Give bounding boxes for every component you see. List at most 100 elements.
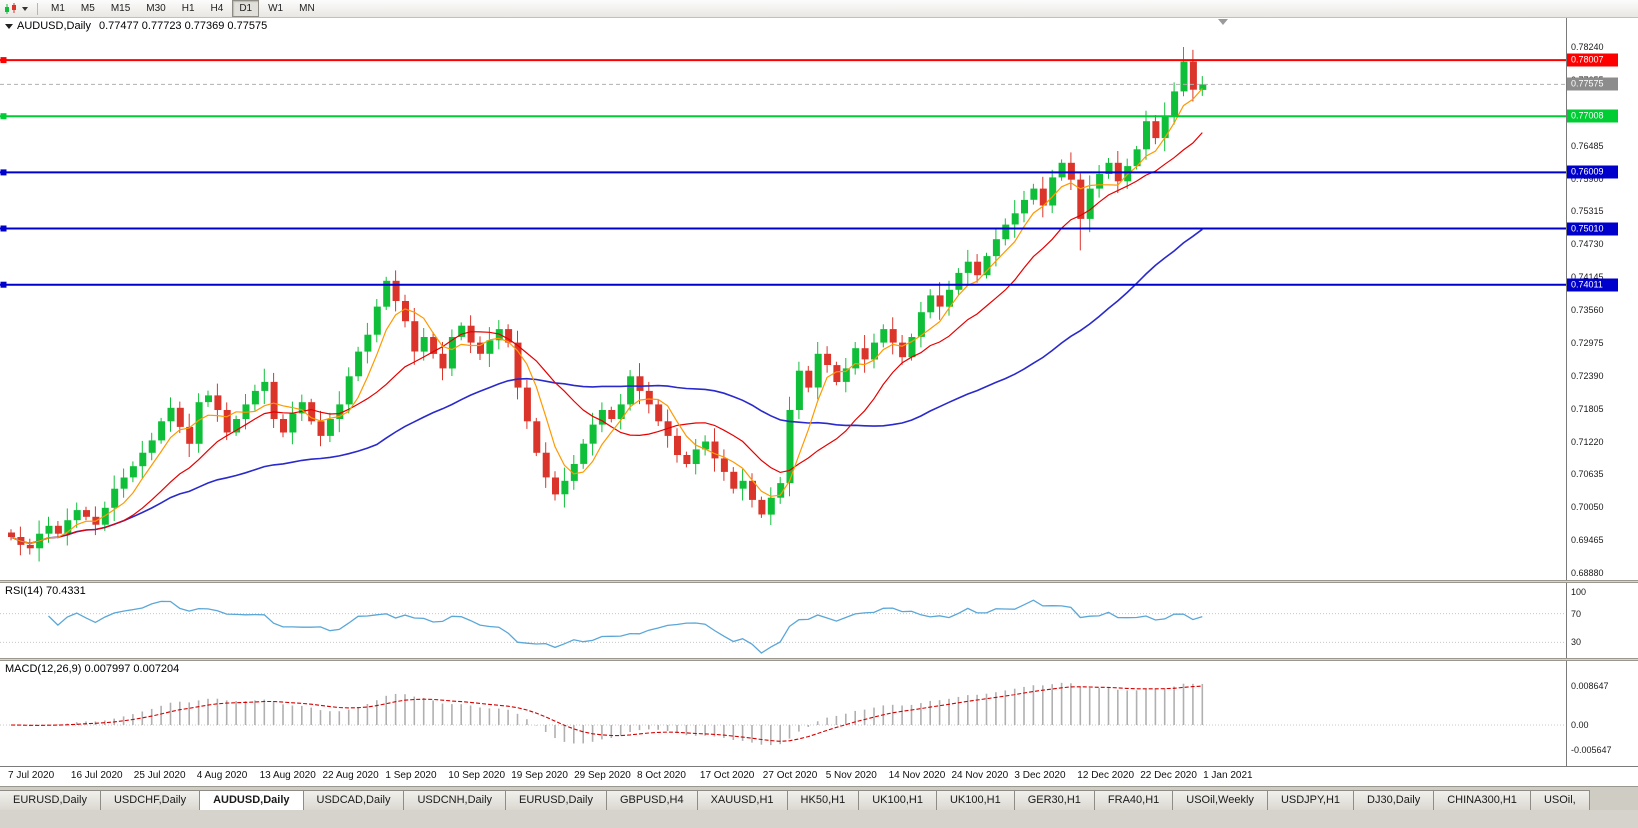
rsi-tick: 70 bbox=[1571, 608, 1582, 619]
chart-title: AUDUSD,Daily 0.77477 0.77723 0.77369 0.7… bbox=[5, 20, 267, 32]
date-label: 7 Jul 2020 bbox=[8, 770, 55, 781]
timeframe-button-M30[interactable]: M30 bbox=[146, 3, 166, 14]
date-label: 1 Sep 2020 bbox=[385, 770, 437, 781]
macd-tick: -0.005647 bbox=[1571, 745, 1612, 756]
chart-tab-usoil-weekly[interactable]: USOil,Weekly bbox=[1172, 790, 1268, 810]
timeframe-buttons: M1 M5 M15 M30 H1 H4 D1 W1 MN bbox=[43, 0, 323, 17]
macd-tick: 0.00 bbox=[1571, 720, 1589, 730]
timeframe-button-D1[interactable]: D1 bbox=[232, 0, 260, 17]
chart-tab-uk100-h1[interactable]: UK100,H1 bbox=[858, 790, 937, 810]
timeframe-button-M5[interactable]: M5 bbox=[80, 3, 95, 14]
chart-tab-ger30-h1[interactable]: GER30,H1 bbox=[1013, 790, 1095, 810]
macd-label: MACD(12,26,9) 0.007997 0.007204 bbox=[5, 663, 180, 675]
timeframe-button-MN[interactable]: MN bbox=[299, 3, 315, 14]
price-tick: 0.72390 bbox=[1571, 370, 1604, 381]
date-label: 29 Sep 2020 bbox=[574, 770, 631, 781]
price-line-badge: 0.77008 bbox=[1567, 109, 1618, 123]
date-label: 22 Aug 2020 bbox=[322, 770, 379, 781]
macd-panel[interactable]: 0.008647 0.00 -0.005647 MACD(12,26,9) 0.00… bbox=[0, 661, 1638, 766]
chart-tab-usdjpy-h1[interactable]: USDJPY,H1 bbox=[1266, 790, 1355, 810]
price-axis[interactable]: 0.782400.776550.770700.764850.759000.753… bbox=[1566, 17, 1638, 580]
price-tick: 0.76485 bbox=[1571, 140, 1604, 151]
timeframe-toolbar: M1 M5 M15 M30 H1 H4 D1 W1 MN bbox=[0, 0, 1638, 18]
main-chart-panel[interactable]: 0.782400.776550.770700.764850.759000.753… bbox=[0, 17, 1638, 580]
candlestick-chart[interactable] bbox=[0, 17, 1566, 585]
timeframe-button-H1[interactable]: H1 bbox=[181, 3, 195, 14]
price-tick: 0.72975 bbox=[1571, 337, 1604, 348]
chart-shift-marker[interactable] bbox=[1218, 19, 1228, 25]
date-label: 17 Oct 2020 bbox=[699, 770, 755, 781]
date-label: 24 Nov 2020 bbox=[951, 770, 1009, 781]
chart-tab-hk50-h1[interactable]: HK50,H1 bbox=[786, 790, 860, 810]
price-tick: 0.68880 bbox=[1571, 568, 1604, 578]
date-label: 3 Dec 2020 bbox=[1014, 770, 1066, 781]
chart-tab-uk100-h1[interactable]: UK100,H1 bbox=[935, 790, 1015, 810]
date-label: 13 Aug 2020 bbox=[259, 770, 316, 781]
date-label: 10 Sep 2020 bbox=[448, 770, 506, 781]
chart-canvas[interactable] bbox=[0, 17, 1566, 580]
price-tick: 0.74145 bbox=[1571, 272, 1604, 283]
chevron-down-icon bbox=[22, 6, 28, 11]
chart-tab-fra40-h1[interactable]: FRA40,H1 bbox=[1093, 790, 1174, 810]
candlestick-chart-icon bbox=[5, 2, 16, 14]
ohlc-values: 0.77477 0.77723 0.77369 0.77575 bbox=[98, 20, 268, 32]
rsi-plot bbox=[0, 583, 1566, 663]
price-tick: 0.69465 bbox=[1571, 535, 1604, 546]
rsi-canvas bbox=[0, 599, 1566, 654]
chart-tabs-bar: EURUSD,Daily USDCHF,Daily AUDUSD,Daily USDC… bbox=[0, 786, 1638, 810]
time-axis[interactable]: 7 Jul 2020 16 Jul 2020 25 Jul 2020 4 Aug 20… bbox=[0, 766, 1638, 787]
price-tick: 0.70050 bbox=[1571, 502, 1604, 513]
price-tick: 0.74730 bbox=[1571, 239, 1604, 250]
price-tick: 0.73560 bbox=[1571, 305, 1604, 315]
chart-type-button[interactable] bbox=[0, 1, 32, 16]
price-line-badge: 0.76009 bbox=[1567, 165, 1618, 179]
chart-tab-gbpusd-h4[interactable]: GBPUSD,H4 bbox=[606, 790, 698, 810]
panel-splitter[interactable] bbox=[0, 580, 1638, 583]
price-tick: 0.71805 bbox=[1571, 403, 1604, 414]
date-label: 22 Dec 2020 bbox=[1140, 770, 1197, 781]
chart-tab-usdcad-daily[interactable]: USDCAD,Daily bbox=[302, 790, 405, 810]
chart-tab-usdchf-daily[interactable]: USDCHF,Daily bbox=[99, 790, 201, 810]
price-line-badge: 0.75010 bbox=[1567, 222, 1618, 235]
date-label: 14 Nov 2020 bbox=[888, 770, 946, 781]
rsi-panel[interactable]: 100 70 30 RSI(14) 70.4331 bbox=[0, 583, 1638, 658]
macd-tick: 0.008647 bbox=[1571, 681, 1609, 692]
collapse-icon[interactable] bbox=[5, 23, 13, 29]
chart-tab-dj30-daily[interactable]: DJ30,Daily bbox=[1353, 790, 1435, 810]
timeframe-button-M1[interactable]: M1 bbox=[51, 3, 65, 14]
chart-tab-eurusd-daily[interactable]: EURUSD,Daily bbox=[505, 790, 607, 810]
price-tick: 0.70635 bbox=[1571, 469, 1604, 480]
rsi-label: RSI(14) 70.4331 bbox=[5, 585, 86, 597]
chart-tab-eurusd-daily[interactable]: EURUSD,Daily bbox=[0, 790, 101, 810]
macd-axis[interactable]: 0.008647 0.00 -0.005647 bbox=[1566, 661, 1638, 766]
date-label: 8 Oct 2020 bbox=[637, 770, 686, 781]
panel-splitter[interactable] bbox=[0, 658, 1638, 661]
price-line-badge: 0.78007 bbox=[1567, 53, 1618, 67]
rsi-axis[interactable]: 100 70 30 bbox=[1566, 583, 1638, 658]
macd-canvas bbox=[0, 682, 1566, 746]
date-label: 1 Jan 2021 bbox=[1203, 770, 1253, 781]
current-price-badge: 0.77575 bbox=[1567, 77, 1618, 91]
toolbar-separator bbox=[37, 2, 38, 15]
timeframe-button-W1[interactable]: W1 bbox=[268, 3, 284, 14]
date-label: 27 Oct 2020 bbox=[762, 770, 818, 781]
price-tick: 0.75315 bbox=[1571, 206, 1604, 217]
symbol-period-label: AUDUSD,Daily bbox=[17, 20, 91, 32]
chart-tab-usoil[interactable]: USOil, bbox=[1529, 790, 1590, 810]
date-label: 25 Jul 2020 bbox=[133, 770, 186, 781]
price-tick: 0.71220 bbox=[1571, 436, 1604, 447]
rsi-tick: 30 bbox=[1571, 637, 1582, 648]
timeframe-button-M15[interactable]: M15 bbox=[110, 3, 131, 14]
rsi-tick: 100 bbox=[1571, 587, 1587, 597]
chart-tab-usdcnh-daily[interactable]: USDCNH,Daily bbox=[403, 790, 507, 810]
date-label: 5 Nov 2020 bbox=[825, 770, 877, 781]
date-label: 16 Jul 2020 bbox=[70, 770, 123, 781]
chart-tab-xauusd-h1[interactable]: XAUUSD,H1 bbox=[696, 790, 788, 810]
chart-tab-audusd-daily[interactable]: AUDUSD,Daily bbox=[199, 790, 304, 810]
chart-tab-china300-h1[interactable]: CHINA300,H1 bbox=[1433, 790, 1531, 810]
timeframe-button-H4[interactable]: H4 bbox=[210, 3, 224, 14]
date-label: 12 Dec 2020 bbox=[1077, 770, 1135, 781]
macd-plot bbox=[0, 661, 1566, 771]
date-label: 19 Sep 2020 bbox=[511, 770, 568, 781]
price-line-badge: 0.74011 bbox=[1567, 278, 1618, 292]
